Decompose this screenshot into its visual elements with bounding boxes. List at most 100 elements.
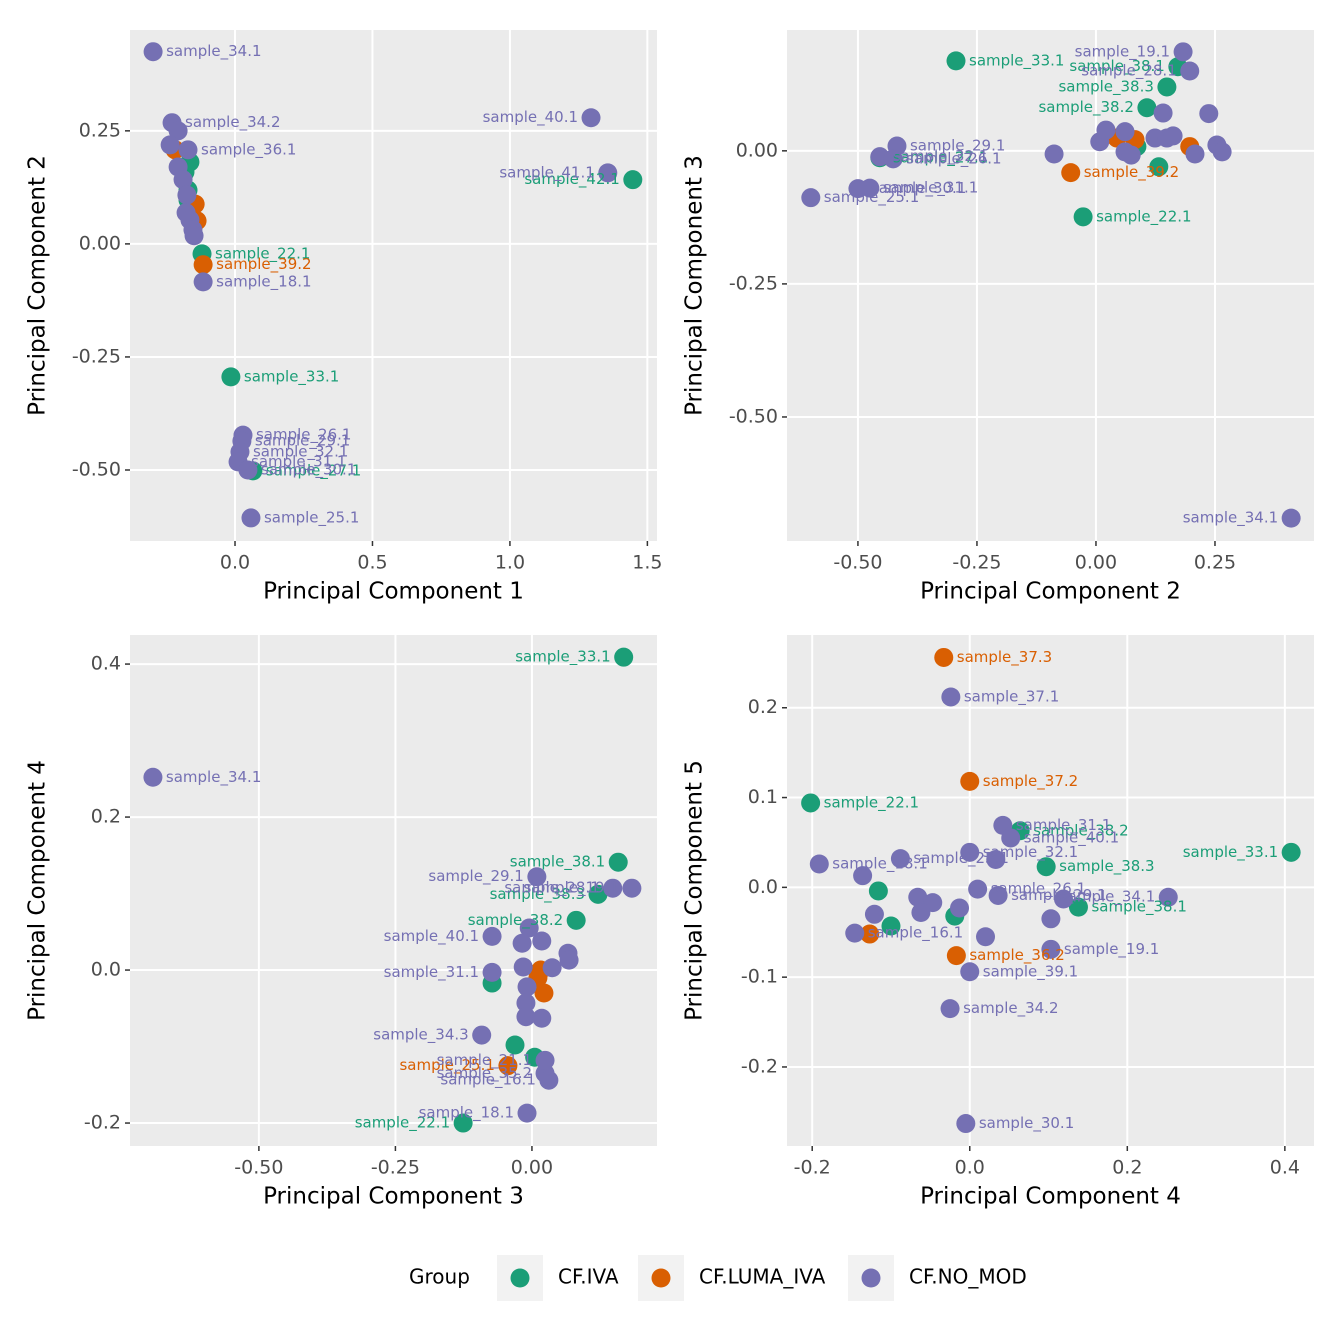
point-label: sample_38.1 <box>510 853 605 872</box>
point-label: sample_38.2 <box>1038 98 1133 117</box>
point <box>946 946 966 966</box>
point <box>238 460 258 480</box>
y-tick-label: 0.0 <box>91 959 121 981</box>
point <box>1061 163 1081 183</box>
point-label: sample_40.1 <box>483 108 578 127</box>
point-label: sample_29.1 <box>255 432 350 451</box>
point <box>472 1025 492 1045</box>
legend-label: CF.NO_MOD <box>909 1265 1027 1289</box>
y-tick-label: -0.50 <box>72 459 121 481</box>
x-tick-label: 0.5 <box>357 552 387 574</box>
point <box>941 687 961 707</box>
point <box>534 983 554 1003</box>
point <box>890 849 910 869</box>
point-label: sample_39.1 <box>983 962 1078 981</box>
point <box>853 866 873 886</box>
point <box>581 108 601 128</box>
point-label: sample_18.1 <box>832 855 927 874</box>
y-tick-label: -0.2 <box>741 1055 778 1077</box>
point <box>801 793 821 813</box>
point <box>221 367 241 387</box>
point-label: sample_16.1 <box>868 924 963 943</box>
point <box>498 1056 518 1076</box>
y-axis-title: Principal Component 3 <box>682 155 708 416</box>
point <box>1281 508 1301 528</box>
point-label: sample_31.1 <box>251 452 346 471</box>
point <box>532 931 552 951</box>
point <box>1137 98 1157 118</box>
point <box>848 179 868 199</box>
point-label: sample_40.1 <box>384 927 479 946</box>
point <box>193 272 213 292</box>
panel-background <box>787 30 1314 541</box>
point <box>559 950 579 970</box>
point-label: sample_41.1 <box>499 163 594 182</box>
y-tick-label: 0.0 <box>748 876 778 898</box>
point <box>809 854 829 874</box>
panel-background <box>130 635 657 1146</box>
point <box>956 1114 976 1134</box>
y-axis-title: Principal Component 5 <box>682 760 708 1021</box>
point-label: sample_22.1 <box>824 793 919 812</box>
point <box>482 962 502 982</box>
point-label: sample_38.2 <box>468 911 563 930</box>
y-tick-label: 0.00 <box>79 232 121 254</box>
point <box>1001 828 1021 848</box>
point <box>168 121 188 141</box>
y-tick-label: 0.00 <box>736 139 778 161</box>
point-label: sample_25.1 <box>824 188 919 207</box>
point-label: sample_33.1 <box>244 367 339 386</box>
point-label: sample_36.1 <box>201 140 296 159</box>
point <box>1163 126 1183 146</box>
point-label: sample_34.1 <box>166 42 261 61</box>
point-label: sample_34.1 <box>166 768 261 787</box>
point <box>1041 909 1061 929</box>
point <box>535 1050 555 1070</box>
point-label: sample_38.1 <box>1069 57 1164 76</box>
point <box>516 993 536 1013</box>
point <box>527 867 547 887</box>
point <box>482 926 502 946</box>
point-label: sample_38.3 <box>1059 857 1154 876</box>
point <box>1199 104 1219 124</box>
point-label: sample_32.1 <box>253 442 348 461</box>
point-label: sample_31.1 <box>883 179 978 198</box>
point <box>160 135 180 155</box>
point <box>512 933 532 953</box>
point-label: sample_38.3 <box>490 885 585 904</box>
point <box>881 916 901 936</box>
point <box>1115 122 1135 142</box>
point-label: sample_33.1 <box>969 51 1064 70</box>
point <box>193 255 213 275</box>
point <box>588 884 608 904</box>
point <box>517 977 537 997</box>
point <box>960 962 980 982</box>
point <box>1036 857 1056 877</box>
point-label: sample_33.1 <box>1183 843 1278 862</box>
point <box>184 226 204 246</box>
point-label: sample_26.1 <box>906 149 1001 168</box>
point <box>1149 157 1169 177</box>
point-label: sample_32.1 <box>893 147 988 166</box>
point <box>532 1008 552 1028</box>
point-label: sample_34.2 <box>185 113 280 132</box>
point <box>934 647 954 667</box>
point <box>1185 144 1205 164</box>
x-tick-label: -0.25 <box>371 1157 420 1179</box>
x-tick-label: 0.4 <box>1270 1157 1300 1179</box>
point-label: sample_19.1 <box>1075 42 1170 61</box>
y-tick-label: 0.2 <box>91 806 121 828</box>
y-tick-label: 0.25 <box>79 119 121 141</box>
point-label: sample_31.1 <box>1016 816 1111 835</box>
point-label: sample_32.1 <box>983 843 1078 862</box>
point <box>1096 120 1116 140</box>
point-label: sample_39.2 <box>216 255 311 274</box>
point-label: sample_37.2 <box>983 772 1078 791</box>
point-label: sample_34.1 <box>1183 509 1278 528</box>
legend-marker <box>510 1268 530 1288</box>
x-tick-label: 1.0 <box>495 552 525 574</box>
point-label: sample_29.1 <box>428 867 523 886</box>
y-tick-label: -0.1 <box>741 966 778 988</box>
point <box>173 170 193 190</box>
